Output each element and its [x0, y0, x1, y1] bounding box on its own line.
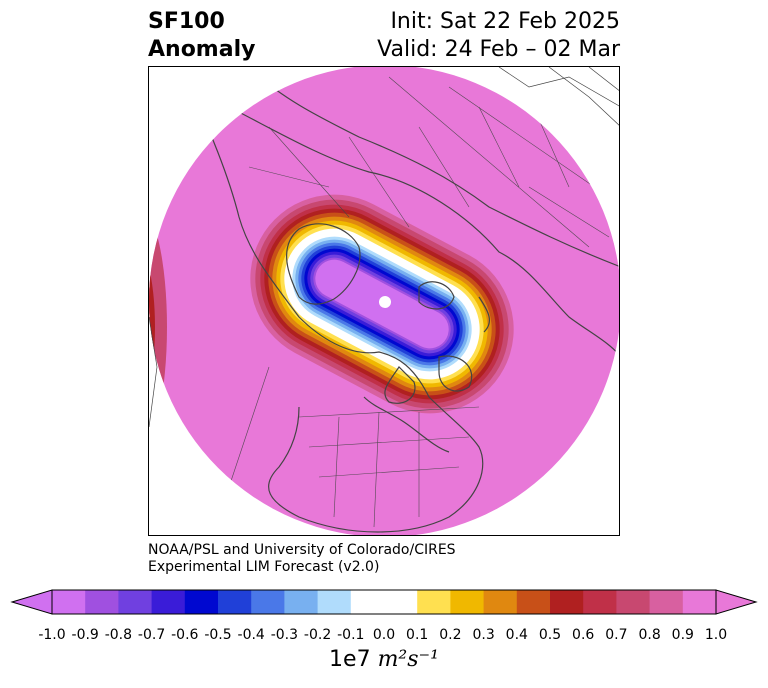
colorbar-swatch: [218, 590, 252, 614]
colorbar-swatch: [85, 590, 119, 614]
field-kind: Anomaly: [148, 37, 256, 62]
valid-range: Valid: 24 Feb – 02 Mar: [377, 37, 620, 62]
colorbar-tick-label: -0.5: [204, 627, 232, 643]
colorbar-swatch: [52, 590, 86, 614]
colorbar-tick-label: 1.0: [704, 627, 728, 643]
colorbar-tick-label: -0.3: [270, 627, 299, 643]
colorbar-tick-label: -0.4: [237, 627, 265, 643]
colorbar-swatch: [649, 590, 684, 614]
units-expression: m²s⁻¹: [377, 647, 439, 672]
credit-line-1: NOAA/PSL and University of Colorado/CIRE…: [148, 542, 456, 558]
coastlines: [188, 67, 619, 533]
colorbar-tick-label: 0.5: [538, 627, 562, 643]
colorbar-units: 1e7 m²s⁻¹: [0, 647, 768, 672]
colorbar-swatch: [317, 590, 352, 614]
colorbar-tick-label: -0.9: [71, 627, 99, 643]
colorbar-tick-label: 0.0: [372, 627, 396, 643]
colorbar-tick-label: 0.8: [638, 627, 661, 643]
colorbar-swatch: [417, 590, 451, 614]
polar-stereographic-map: [149, 67, 619, 535]
map-panel: [148, 66, 620, 536]
colorbar-tick-label: 0.4: [505, 627, 528, 643]
units-base: 1e7: [329, 647, 371, 672]
colorbar-swatch: [583, 590, 617, 614]
colorbar-tick-label: 0.7: [605, 627, 628, 643]
colorbar-tick-label: 0.9: [671, 627, 694, 643]
colorbar-tick-label: 0.1: [406, 627, 429, 643]
colorbar-tick-label: -0.2: [303, 627, 332, 643]
colorbar-extend-low: [10, 589, 53, 615]
political-borders: [228, 76, 610, 528]
colorbar-swatch: [350, 590, 385, 614]
colorbar-tick-label: -0.6: [171, 627, 199, 643]
title-left: SF100 Anomaly: [148, 8, 255, 64]
colorbar-swatch: [682, 590, 717, 614]
colorbar-tick-label: -0.8: [104, 627, 133, 643]
credit-text: NOAA/PSL and University of Colorado/CIRE…: [148, 542, 456, 576]
colorbar-tick-label: 0.6: [572, 627, 595, 643]
title-right: Init: Sat 22 Feb 2025 Valid: 24 Feb – 02…: [377, 8, 620, 64]
colorbar-tick-label: -0.7: [137, 627, 166, 643]
colorbar: [10, 589, 758, 615]
colorbar-swatch: [184, 590, 219, 614]
colorbar-swatch: [450, 590, 485, 614]
colorbar-tick-label: 0.3: [472, 627, 495, 643]
corner-outlines: [149, 67, 619, 428]
variable-name: SF100: [148, 9, 225, 34]
colorbar-tick-labels: -1.0 -0.9 -0.8 -0.7 -0.6 -0.5 -0.4 -0.3 -0.2 -0.1…: [0, 627, 768, 645]
pole-hole: [379, 296, 391, 308]
colorbar-swatch: [616, 590, 651, 614]
colorbar-swatch: [151, 590, 186, 614]
colorbar-tick-label: -0.1: [337, 627, 365, 643]
colorbar-swatch: [284, 590, 319, 614]
colorbar-extend-high: [715, 589, 758, 615]
colorbar-swatch: [118, 590, 153, 614]
colorbar-swatch: [384, 590, 418, 614]
colorbar-tick-label: 0.2: [439, 627, 462, 643]
colorbar-tick-label: -1.0: [38, 627, 66, 643]
credit-line-2: Experimental LIM Forecast (v2.0): [148, 559, 380, 575]
colorbar-swatch: [516, 590, 551, 614]
colorbar-swatch: [483, 590, 518, 614]
init-date: Init: Sat 22 Feb 2025: [390, 9, 620, 34]
colorbar-frame: [51, 589, 717, 615]
colorbar-swatch: [550, 590, 584, 614]
colorbar-swatch: [251, 590, 285, 614]
